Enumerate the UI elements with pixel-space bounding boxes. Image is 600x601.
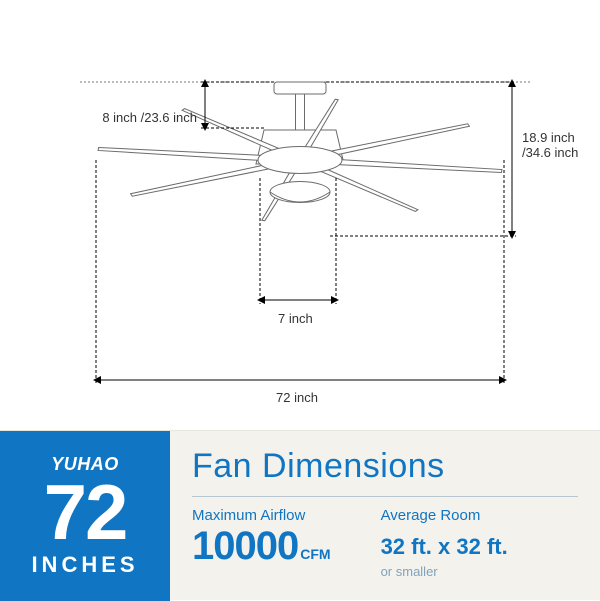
info-bar: YUHAO 72 INCHES Fan Dimensions Maximum A… — [0, 430, 600, 600]
room-col: Average Room 32 ft. x 32 ft. or smaller — [381, 507, 508, 579]
divider — [192, 496, 578, 497]
dim-hub-label: 7 inch — [278, 311, 313, 326]
room-label: Average Room — [381, 507, 508, 524]
room-value: 32 ft. x 32 ft. — [381, 534, 508, 560]
fan-diagram: 8 inch /23.6 inch 18.9 inch /34.6 inch 7… — [0, 0, 600, 430]
specs-title: Fan Dimensions — [192, 447, 578, 486]
badge-value: 72 — [44, 479, 127, 545]
size-badge: YUHAO 72 INCHES — [0, 431, 170, 601]
dim-span-label: 72 inch — [276, 390, 318, 405]
airflow-suffix: CFM — [300, 546, 330, 562]
dim-height-label: 18.9 inch /34.6 inch — [522, 130, 592, 160]
airflow-value: 10000 — [192, 524, 298, 569]
badge-unit: INCHES — [31, 552, 138, 578]
product-spec-card: 8 inch /23.6 inch 18.9 inch /34.6 inch 7… — [0, 0, 600, 600]
dim-downrod-label: 8 inch /23.6 inch — [85, 110, 197, 125]
airflow-col: Maximum Airflow 10000CFM — [192, 507, 331, 579]
specs-panel: Fan Dimensions Maximum Airflow 10000CFM … — [170, 431, 600, 600]
fan-svg — [0, 0, 600, 430]
room-sub: or smaller — [381, 564, 508, 579]
airflow-label: Maximum Airflow — [192, 507, 331, 524]
